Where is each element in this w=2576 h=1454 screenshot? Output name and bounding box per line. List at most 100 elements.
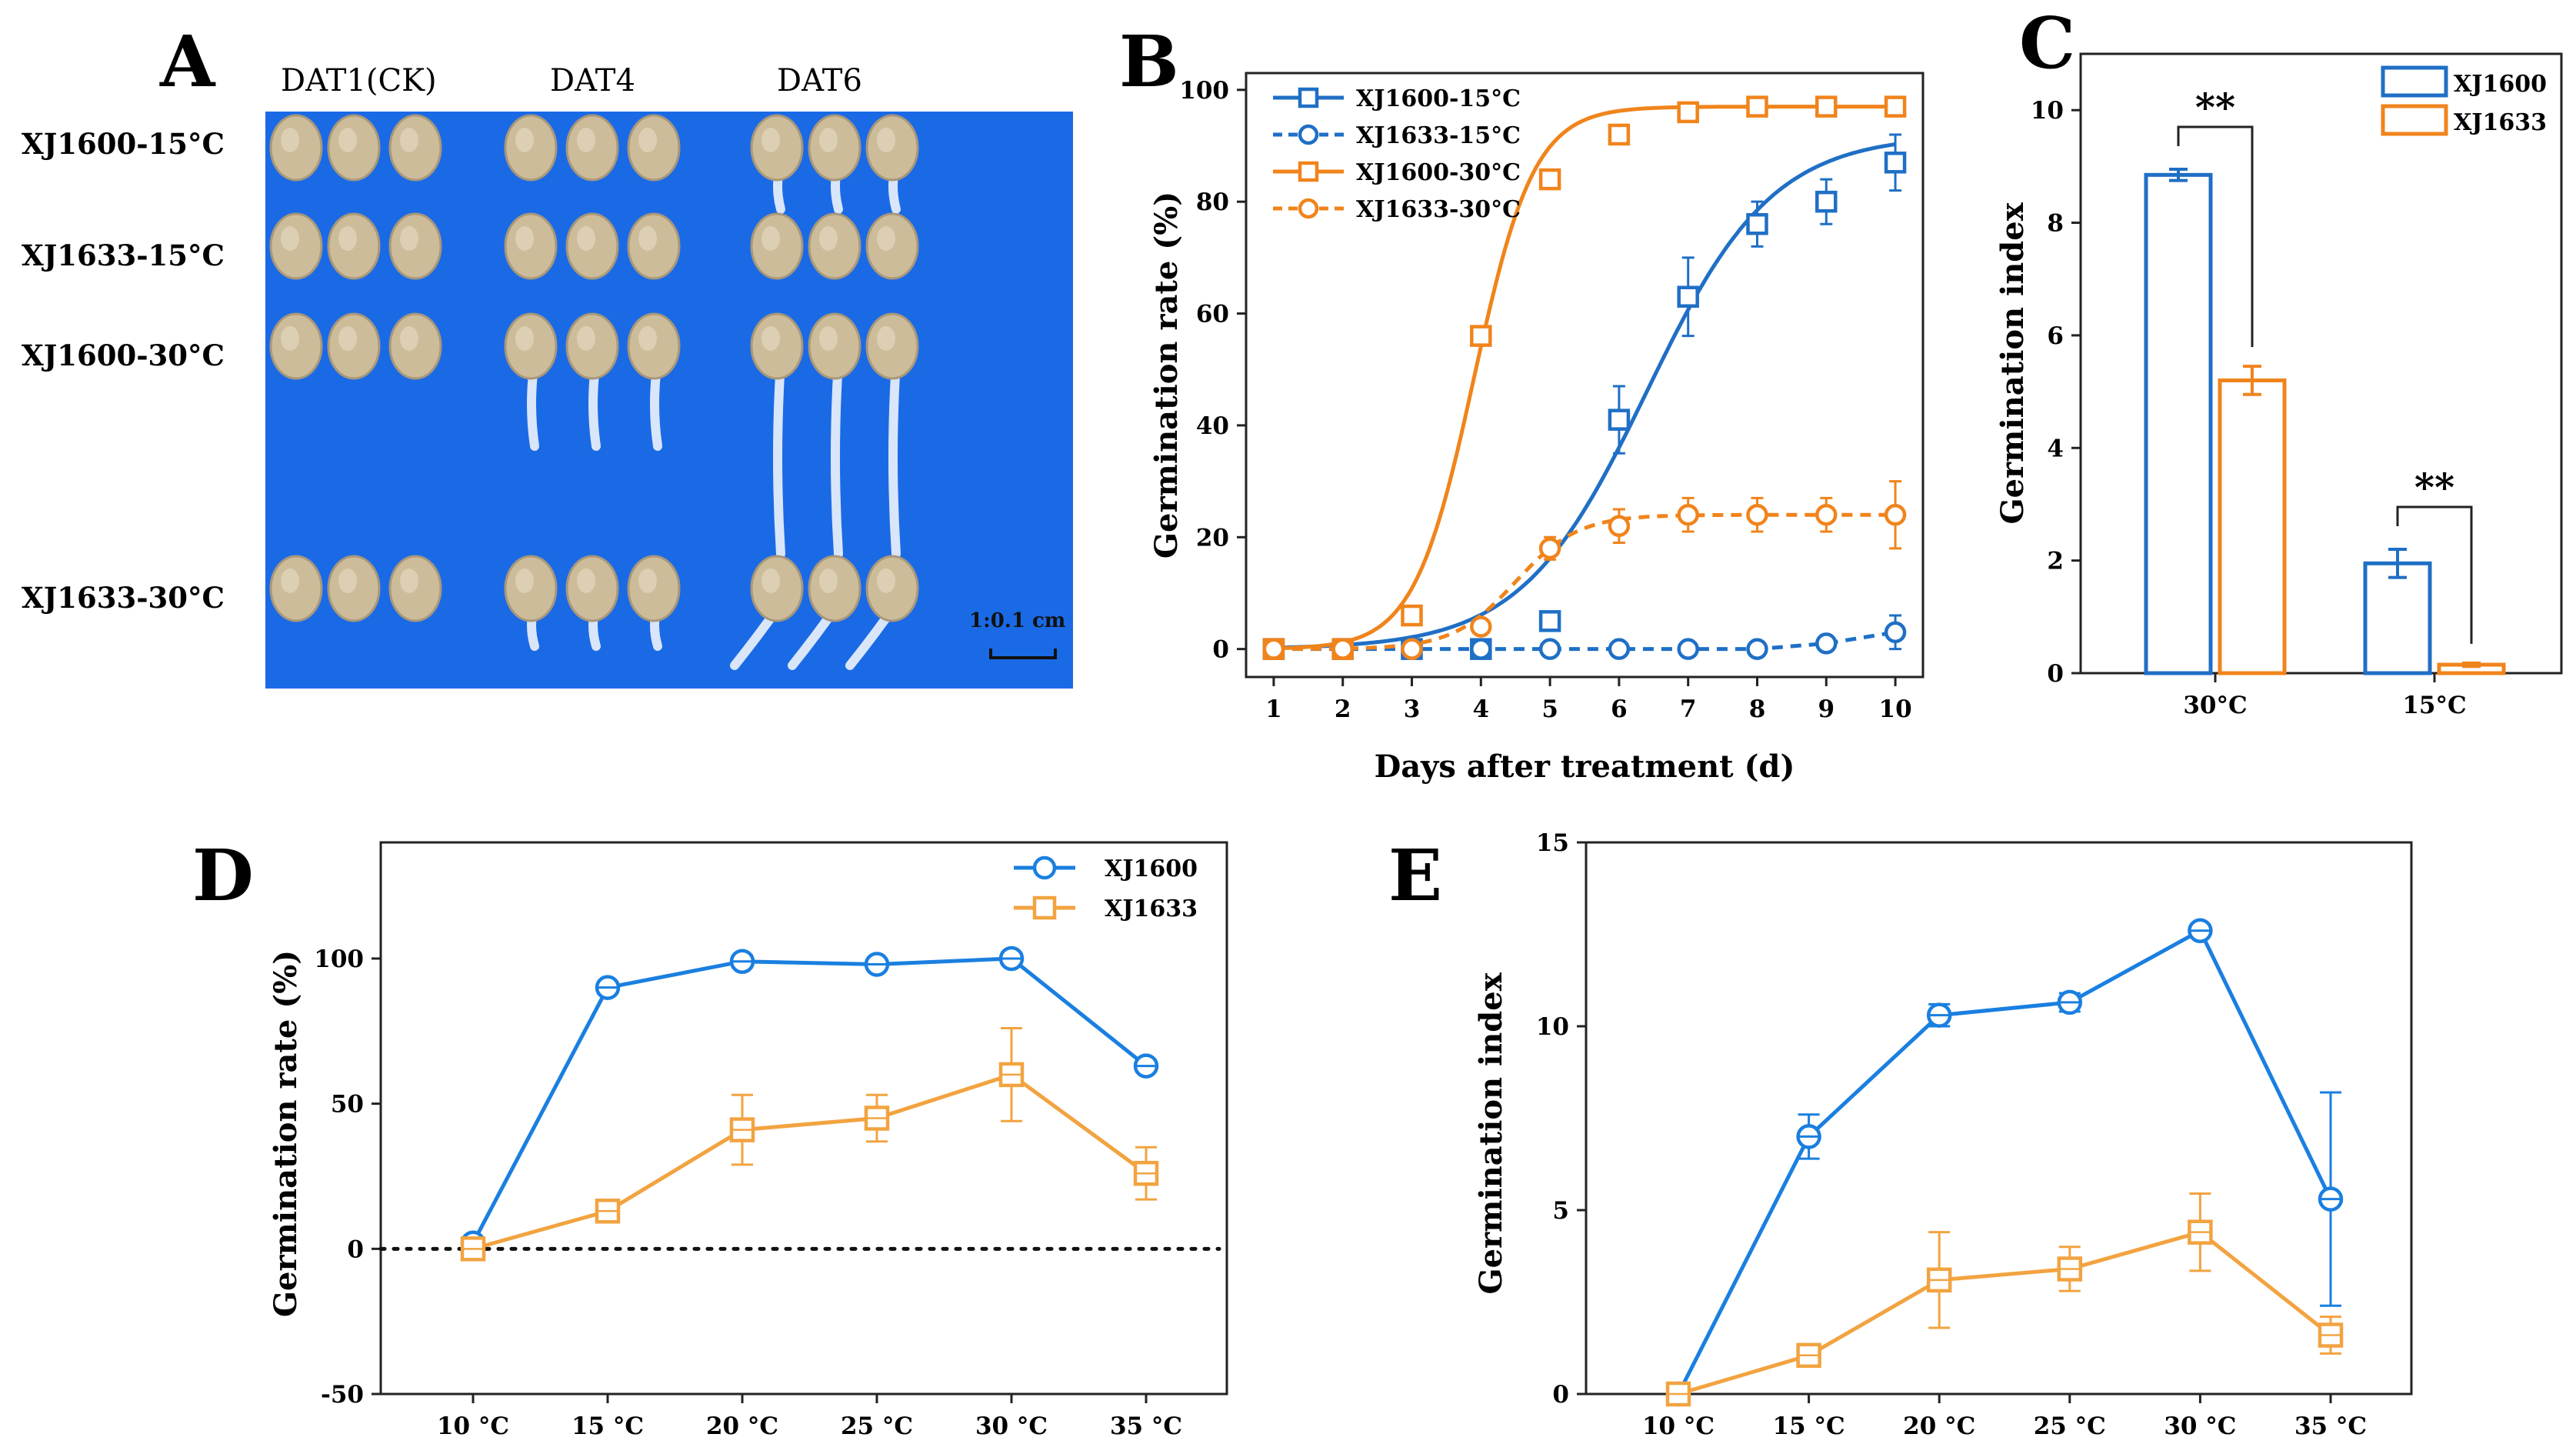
data-point (1470, 638, 1492, 660)
seed-highlight (577, 128, 595, 152)
legend-label: XJ1600-30°C (1356, 159, 1521, 186)
legend-marker (1298, 124, 1319, 145)
data-point (1538, 537, 1561, 560)
data-point (1401, 604, 1423, 627)
data-point (1746, 213, 1768, 235)
data-point (1677, 101, 1699, 124)
column-label-dat1: DAT1(CK) (281, 63, 437, 98)
legend-marker (1298, 87, 1319, 108)
y-tick-label: 50 (331, 1091, 364, 1119)
y-axis-label: Germination index (1473, 972, 1509, 1294)
data-point (1538, 168, 1561, 191)
panel-e-letter: E (1388, 834, 1442, 917)
series-XJ1600 (460, 945, 1159, 1256)
panel-c-chart: C 0 2 4 6 8 10 Germination index 30°C ** 15°C ** XJ… (1994, 2, 2563, 719)
x-tick-label: 25 °C (2034, 1412, 2106, 1440)
x-tick-label: 30°C (2183, 692, 2247, 719)
y-tick-label: 8 (2047, 210, 2064, 238)
series-XJ1633 (460, 1027, 1159, 1262)
seed-highlight (819, 326, 838, 351)
data-point (1538, 638, 1561, 660)
seed-highlight (338, 326, 357, 351)
seed-highlight (761, 128, 780, 152)
y-tick-label: 60 (1196, 301, 1229, 328)
sprout (773, 357, 785, 559)
panel-d-chart: D -50 0 50 100 10 °C 15 °C 20 °C 25 °C 30 °C 35 °… (192, 834, 1228, 1440)
data-point (1608, 638, 1631, 660)
y-tick-label: 2 (2047, 548, 2064, 575)
y-tick-label: 20 (1196, 524, 1229, 552)
series-XJ1600 (1665, 918, 2344, 1407)
bar (2363, 561, 2432, 675)
plot-frame (2079, 52, 2563, 675)
seed-highlight (281, 226, 299, 251)
data-point (1470, 325, 1492, 347)
error-bar (2462, 661, 2481, 669)
seed-highlight (281, 128, 299, 152)
x-tick-label: 15 °C (1773, 1412, 1845, 1440)
seed-highlight (819, 226, 838, 251)
data-point (1677, 503, 1699, 526)
x-tick-label: 30 °C (975, 1412, 1048, 1440)
seed-highlight (638, 326, 657, 351)
seed-highlight (877, 569, 895, 593)
legend-swatch (2381, 65, 2448, 98)
legend-label: XJ1633-15°C (1356, 122, 1521, 149)
seed-images (269, 114, 919, 670)
series-line (471, 956, 1148, 1244)
data-point (1815, 95, 1838, 118)
series-line (1676, 928, 2333, 1396)
x-tick-label: 20 °C (1903, 1412, 1975, 1440)
series-line (1273, 512, 1896, 652)
y-tick-label: -50 (321, 1381, 364, 1409)
significance-label: ** (2195, 85, 2235, 130)
data-point (1677, 285, 1699, 308)
data-point (1815, 190, 1838, 213)
significance-label: ** (2414, 465, 2454, 510)
series-line (1273, 105, 1896, 651)
x-tick-label: 9 (1818, 695, 1835, 723)
x-tick-label: 15 °C (572, 1412, 644, 1440)
plot-frame (1245, 72, 1925, 679)
y-tick-label: 5 (1552, 1197, 1569, 1225)
seed-highlight (877, 226, 895, 251)
legend-marker (1298, 161, 1319, 182)
data-point (1884, 503, 1907, 526)
legend-label: XJ1600-15°C (1356, 85, 1521, 112)
y-tick-label: 100 (314, 945, 364, 973)
x-tick-label: 10 (1879, 695, 1912, 723)
x-tick-label: 4 (1473, 695, 1490, 723)
y-axis-label: Germination index (1994, 202, 2031, 524)
data-point (1746, 95, 1768, 118)
panel-a-photo: A DAT1(CK) DAT4 DAT6 XJ1600-15°C XJ1633-… (22, 20, 1073, 689)
data-point (1608, 123, 1631, 146)
y-tick-label: 6 (2047, 322, 2064, 350)
significance-bracket (2396, 505, 2473, 644)
y-tick-label: 10 (1536, 1013, 1569, 1041)
legend-label: XJ1600 (1105, 855, 1198, 882)
seed-highlight (577, 226, 595, 251)
x-tick-label: 2 (1335, 695, 1351, 723)
column-label-dat4: DAT4 (550, 63, 635, 98)
row-label-xj1633-30: XJ1633-30°C (22, 581, 225, 615)
x-tick-label: 8 (1749, 695, 1766, 723)
seed-highlight (281, 326, 299, 351)
seed-highlight (515, 326, 534, 351)
seed-highlight (761, 569, 780, 593)
y-tick-label: 0 (1212, 636, 1229, 664)
x-tick-label: 30 °C (2164, 1412, 2236, 1440)
data-point (1815, 503, 1838, 526)
legend-label: XJ1633 (1105, 895, 1198, 922)
data-point (1538, 610, 1561, 632)
data-point (1884, 152, 1907, 174)
panel-b-letter: B (1119, 20, 1179, 103)
column-label-dat6: DAT6 (777, 63, 862, 98)
seed-highlight (338, 569, 357, 593)
x-tick-label: 20 °C (706, 1412, 778, 1440)
panel-d-letter: D (192, 834, 254, 917)
x-tick-label: 35 °C (2294, 1412, 2367, 1440)
y-axis-label: Germination rate (%) (1148, 192, 1185, 559)
row-label-xj1600-15: XJ1600-15°C (22, 127, 225, 161)
seed-highlight (281, 569, 299, 593)
bar (2144, 172, 2213, 675)
